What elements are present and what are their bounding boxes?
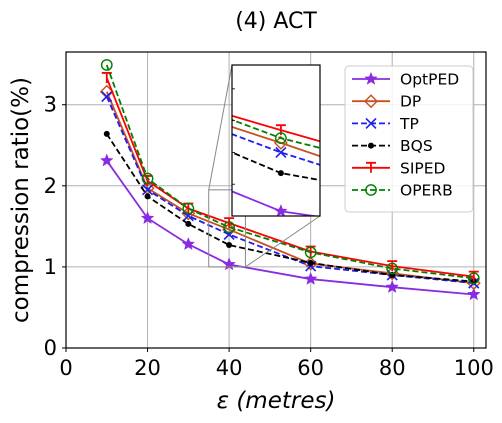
plot-area-frame (65, 51, 487, 349)
zoom-connector-line (208, 64, 233, 190)
legend-label: DP (400, 93, 421, 111)
x-tick-label: 100 (454, 356, 494, 380)
chart-title: (4) ACT (235, 9, 317, 34)
data-point (224, 217, 235, 229)
inset-data-point (80, 38, 90, 48)
data-point (99, 153, 114, 167)
inset-series-operb (80, 38, 320, 149)
data-point (182, 202, 195, 215)
legend-entry-optped: OptPED (352, 71, 459, 89)
legend-label: TP (399, 115, 419, 133)
data-point (141, 184, 154, 196)
inset-data-point (275, 146, 287, 158)
inset-data-point (177, 105, 189, 117)
inset-data-point (473, 205, 479, 211)
data-point (307, 259, 314, 266)
legend: OptPED DP TP BQS SIPED OPERB (344, 65, 474, 213)
legend-label: OPERB (400, 182, 453, 200)
series-line (105, 64, 474, 280)
legend-entry-operb: OPERB (352, 182, 453, 200)
x-tick-label: 80 (379, 356, 406, 380)
x-axis-label: ε (metres) (217, 388, 336, 414)
data-point (141, 172, 154, 185)
inset-data-point (82, 75, 88, 81)
data-point (467, 272, 480, 285)
legend-marker (364, 94, 378, 109)
legend-marker (368, 142, 374, 149)
inset-data-point (80, 43, 90, 53)
legend-entry-bqs: BQS (352, 137, 433, 155)
zoom-source-box (208, 64, 321, 268)
data-point (386, 262, 399, 275)
legend-label: BQS (400, 137, 433, 155)
series-bqs (103, 130, 477, 285)
legend-entry-tp: TP (352, 115, 419, 133)
inset-series-bqs (82, 75, 479, 211)
x-axis-ticks: 0 20 40 60 80 100 (59, 348, 494, 380)
inset-data-point (274, 204, 288, 216)
data-point (223, 221, 236, 234)
legend-entry-dp: DP (352, 93, 421, 111)
x-axis-label-symbol: ε (217, 388, 229, 414)
legend-box (344, 65, 474, 213)
inset-data-point (80, 60, 90, 70)
inset-zoom-chart (79, 38, 482, 245)
zoom-box-rect (208, 189, 246, 268)
data-point (226, 242, 233, 249)
x-tick-label: 60 (297, 356, 324, 380)
inset-series-tp (80, 60, 481, 219)
x-tick-label: 0 (59, 356, 72, 380)
legend-marker (364, 71, 378, 85)
inset-series-line (232, 118, 320, 149)
y-tick-label: 3 (44, 93, 57, 117)
y-tick-label: 1 (44, 255, 57, 279)
y-tick-label: 0 (44, 336, 57, 360)
data-point (466, 287, 481, 301)
inset-data-point (79, 56, 91, 68)
inset-series-optped (79, 114, 482, 245)
inset-frame (231, 64, 321, 217)
y-tick-label: 2 (44, 174, 57, 198)
data-point (101, 91, 113, 103)
inset-data-point (177, 165, 189, 177)
inset-data-point (277, 170, 284, 177)
inset-data-point (79, 114, 91, 126)
inset-data-point (470, 233, 482, 245)
data-point (181, 237, 196, 251)
legend-entry-siped: SIPED (352, 159, 446, 177)
data-point (144, 193, 151, 200)
data-point (385, 279, 400, 293)
legend-marker (365, 117, 377, 129)
data-point (103, 130, 110, 137)
inset-data-point (274, 132, 287, 145)
inset-data-point (180, 129, 186, 135)
legend-label: SIPED (400, 159, 446, 177)
x-tick-label: 20 (134, 356, 161, 380)
inset-data-point (471, 209, 481, 219)
legend-label: OptPED (400, 71, 459, 89)
data-point (185, 220, 192, 227)
legend-marker (365, 184, 377, 196)
series-operb (100, 59, 480, 285)
x-axis-label-unit: (metres) (236, 388, 335, 414)
data-point (140, 211, 155, 225)
data-point (303, 271, 318, 285)
x-tick-label: 40 (216, 356, 243, 380)
legend-marker (366, 161, 376, 173)
y-axis-label: compression ratio(%) (8, 77, 34, 323)
inset-series-layer (79, 38, 482, 245)
series-layer (99, 59, 481, 301)
inset-data-point (178, 111, 188, 121)
zoom-connector-line (245, 215, 321, 268)
series-optped (99, 153, 481, 301)
data-point (304, 246, 317, 259)
data-point (101, 72, 112, 83)
data-point (100, 59, 113, 71)
y-axis-ticks: 0 1 2 3 (44, 93, 66, 360)
